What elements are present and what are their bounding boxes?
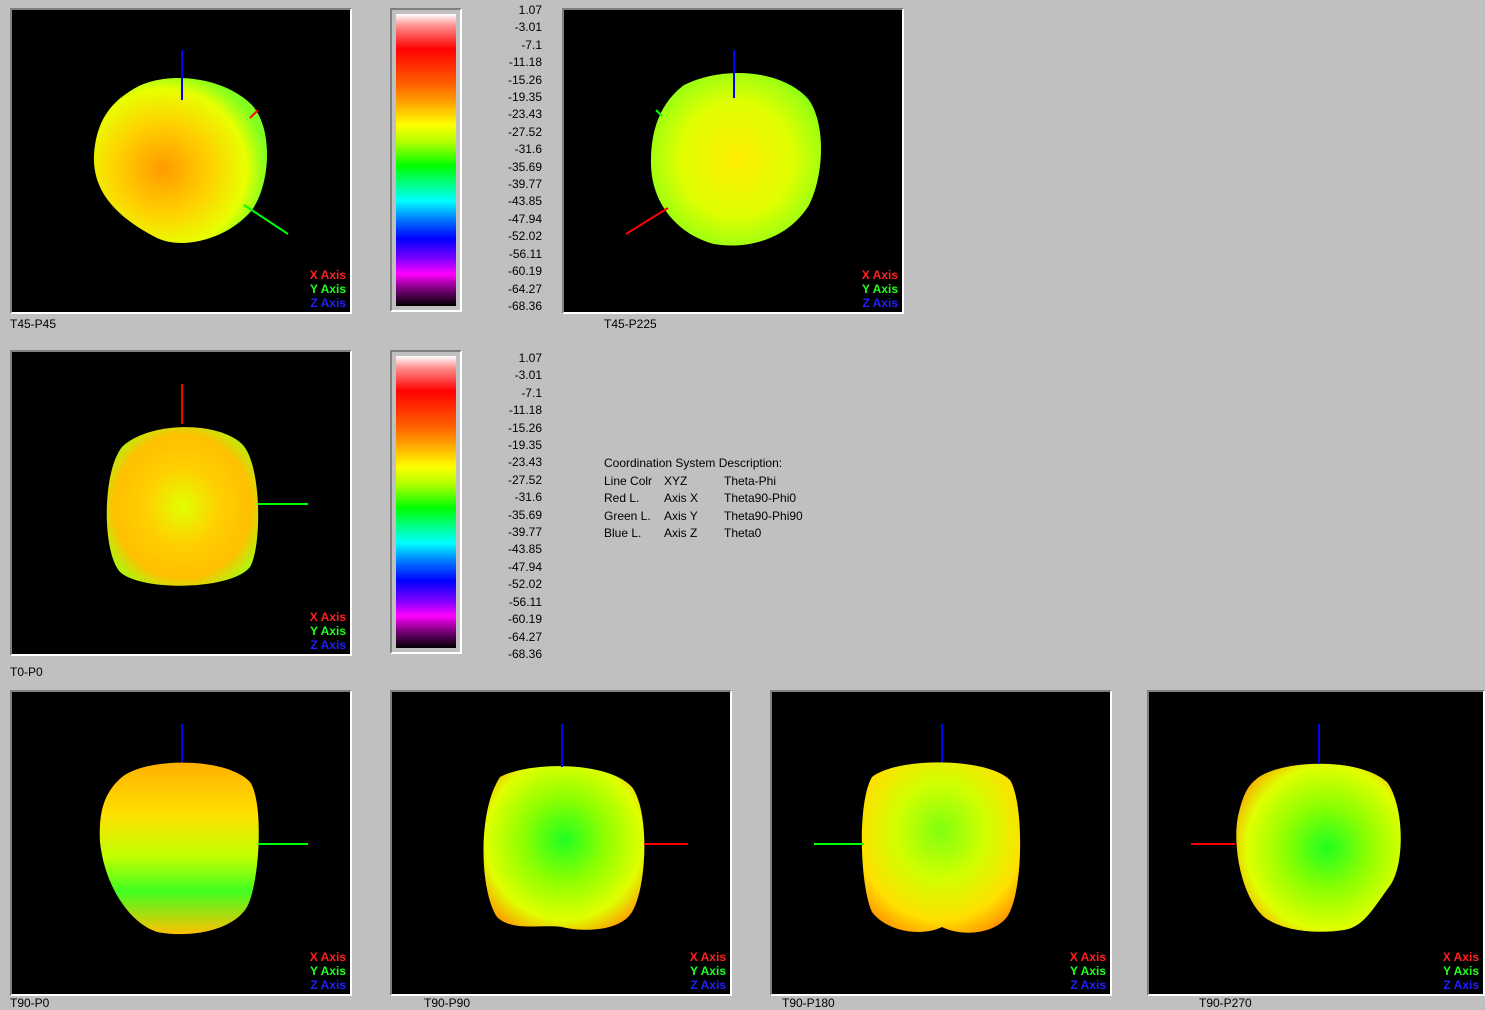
axis-legend: X Axis Y Axis Z Axis	[309, 610, 346, 652]
viewer-caption: T45-P45	[10, 317, 57, 331]
viewer-t90-p180[interactable]: X Axis Y Axis Z Axis	[770, 690, 1112, 996]
scale-ticks: 1.07 -3.01 -7.1 -11.18 -15.26 -19.35 -23.43 -27…	[507, 351, 542, 661]
radiation-pattern-plot	[483, 724, 688, 930]
radiation-pattern-plot	[99, 724, 308, 935]
viewer-caption: T90-P270	[1199, 996, 1252, 1010]
viewer-caption: T90-P180	[782, 996, 835, 1010]
viewer-caption: T90-P90	[424, 996, 471, 1010]
radiation-pattern-plot	[1191, 724, 1401, 932]
axis-legend: X Axis Y Axis Z Axis	[309, 268, 346, 310]
radiation-pattern-plot	[814, 724, 1021, 933]
viewer-t45-p225[interactable]: X Axis Y Axis Z Axis	[562, 8, 904, 314]
axis-legend: X Axis Y Axis Z Axis	[861, 268, 898, 310]
viewer-t90-p90[interactable]: X Axis Y Axis Z Axis	[390, 690, 732, 996]
viewer-caption: T45-P225	[604, 317, 657, 331]
color-scale-bar	[390, 8, 462, 312]
coordination-system-description: Coordination System Description: Line Co…	[604, 456, 803, 540]
viewer-caption: T90-P0	[10, 996, 50, 1010]
viewer-t0-p0[interactable]: X Axis Y Axis Z Axis	[10, 350, 352, 656]
viewer-caption: T0-P0	[10, 665, 43, 679]
scale-ticks: 1.07 -3.01 -7.1 -11.18 -15.26 -19.35 -23.43 -27…	[507, 3, 542, 313]
axis-legend: X Axis Y Axis Z Axis	[1069, 950, 1106, 992]
viewer-t45-p45[interactable]: X Axis Y Axis Z Axis	[10, 8, 352, 314]
color-scale-bar	[390, 350, 462, 654]
radiation-pattern-plot	[93, 50, 289, 243]
axis-legend: X Axis Y Axis Z Axis	[1442, 950, 1479, 992]
viewer-t90-p0[interactable]: X Axis Y Axis Z Axis	[10, 690, 352, 996]
axis-legend: X Axis Y Axis Z Axis	[309, 950, 346, 992]
axis-legend: X Axis Y Axis Z Axis	[689, 950, 726, 992]
viewer-t90-p270[interactable]: X Axis Y Axis Z Axis	[1147, 690, 1485, 996]
radiation-pattern-plot	[106, 384, 308, 586]
radiation-pattern-plot	[625, 50, 822, 246]
